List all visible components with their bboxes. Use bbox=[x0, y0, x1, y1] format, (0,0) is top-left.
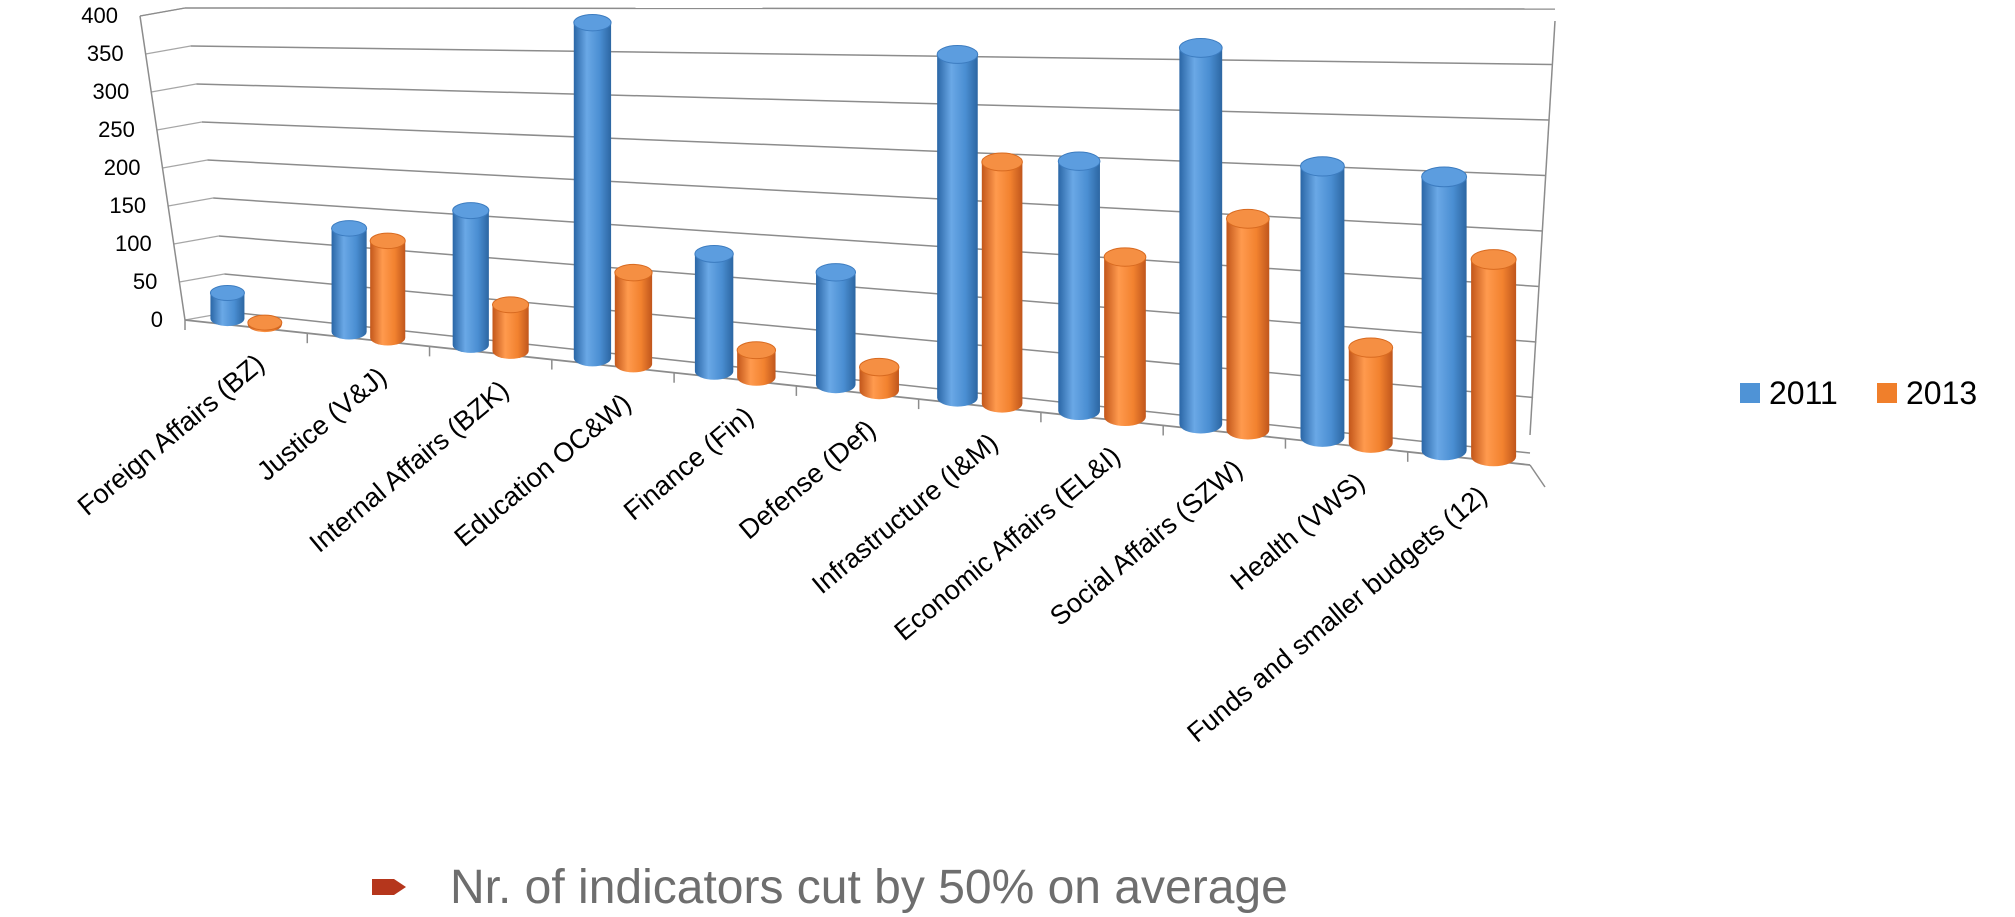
legend-swatch-2013 bbox=[1877, 383, 1897, 403]
y-tick-label: 100 bbox=[115, 231, 152, 256]
x-category-label: Health (VWS) bbox=[1225, 467, 1371, 596]
bar-2011-8 bbox=[1057, 151, 1101, 421]
legend: 2011 2013 bbox=[1740, 375, 1977, 411]
bar-2011-4 bbox=[573, 13, 612, 367]
bullet-point: Nr. of indicators cut by 50% on average bbox=[372, 860, 1288, 914]
gridline bbox=[196, 83, 1549, 121]
bar-2013-2 bbox=[369, 232, 406, 346]
bar-2011-5 bbox=[694, 244, 734, 380]
bar-2013-3 bbox=[491, 296, 530, 359]
bar-2013-5 bbox=[736, 341, 777, 386]
bar-2011-2 bbox=[331, 220, 368, 340]
gridline bbox=[184, 7, 1556, 10]
y-tick-label: 0 bbox=[151, 307, 163, 332]
x-category-label: Finance (Fin) bbox=[618, 401, 759, 526]
label-layer: 0 50 100 150 200 250 300 350 400 Foreign Affairs … bbox=[72, 3, 1493, 748]
bar-2011-3 bbox=[452, 202, 490, 353]
bar-2011-6 bbox=[815, 263, 857, 394]
y-tick-label: 150 bbox=[109, 193, 146, 218]
legend-swatch-2011 bbox=[1740, 383, 1760, 403]
bar-2011-10 bbox=[1299, 156, 1345, 447]
y-tick-label: 200 bbox=[104, 155, 141, 180]
x-category-label: Justice (V&J) bbox=[251, 361, 392, 486]
bar-2011-11 bbox=[1421, 166, 1468, 461]
bar-2011-7 bbox=[936, 45, 979, 407]
y-tick-label: 350 bbox=[87, 41, 124, 66]
bar-2013-10 bbox=[1348, 337, 1394, 453]
bar-2013-7 bbox=[981, 152, 1023, 413]
x-category-label: Defense (Def) bbox=[733, 414, 881, 545]
y-tick-label: 400 bbox=[81, 3, 118, 28]
x-category-label: Funds and smaller budgets (12) bbox=[1181, 480, 1492, 748]
bar-2013-8 bbox=[1103, 247, 1147, 427]
bar-2013-4 bbox=[614, 263, 653, 373]
bullet-text: Nr. of indicators cut by 50% on average bbox=[450, 860, 1288, 914]
arrow-bullet-icon bbox=[372, 879, 406, 895]
bar-chart: 0 50 100 150 200 250 300 350 400 Foreign Affairs … bbox=[72, 3, 1977, 748]
legend-label-2013: 2013 bbox=[1906, 375, 1977, 411]
grid-layer bbox=[139, 7, 1556, 454]
gridline bbox=[190, 45, 1552, 66]
bar-2011-9 bbox=[1178, 38, 1223, 434]
bar-2013-11 bbox=[1470, 249, 1517, 467]
y-tick-label: 250 bbox=[98, 117, 135, 142]
legend-label-2011: 2011 bbox=[1769, 375, 1838, 411]
bar-2013-1 bbox=[247, 314, 283, 333]
bar-2011-1 bbox=[209, 285, 245, 327]
x-category-label: Economic Affairs (EL&I) bbox=[889, 440, 1126, 646]
y-tick-label: 300 bbox=[93, 79, 130, 104]
x-category-label: Foreign Affairs (BZ) bbox=[72, 348, 270, 521]
bar-layer bbox=[209, 13, 1517, 467]
y-tick-label: 50 bbox=[133, 269, 157, 294]
bar-2013-9 bbox=[1225, 208, 1270, 440]
bar-2013-6 bbox=[858, 357, 900, 400]
